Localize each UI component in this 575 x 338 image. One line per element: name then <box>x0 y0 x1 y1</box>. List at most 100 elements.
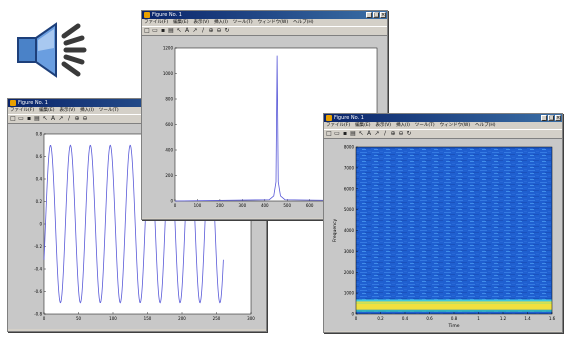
close-button[interactable]: × <box>555 115 561 121</box>
spectrum-line <box>174 55 378 202</box>
minimize-button[interactable]: _ <box>541 115 547 121</box>
menu-bar[interactable]: ファイル(F) 編集(E) 表示(V) 挿入(I) ツール(T) ウィンドウ(W… <box>324 122 562 129</box>
zoom-out-icon[interactable]: ⊖ <box>82 115 88 122</box>
open-icon[interactable]: ▭ <box>18 115 24 122</box>
text-icon[interactable]: A <box>184 27 190 34</box>
y-tick-label: 600 <box>165 122 173 127</box>
line-icon[interactable]: ∕ <box>383 130 387 137</box>
menu-bar[interactable]: ファイル(F) 編集(E) 表示(V) 挿入(I) ツール(T) ウィンドウ(W… <box>142 19 387 26</box>
print-icon[interactable]: ▤ <box>34 115 40 122</box>
y-tick-label: 400 <box>165 148 173 153</box>
text-icon[interactable]: A <box>366 130 372 137</box>
menu-help[interactable]: ヘルプ(H) <box>475 123 496 128</box>
x-tick-label: 200 <box>216 203 224 208</box>
title-bar[interactable]: Figure No. 1 _ □ × <box>142 11 387 19</box>
menu-tools[interactable]: ツール(T) <box>232 20 253 25</box>
menu-view[interactable]: 表示(V) <box>59 108 76 113</box>
menu-view[interactable]: 表示(V) <box>193 20 210 25</box>
minimize-button[interactable]: _ <box>366 12 372 18</box>
menu-window[interactable]: ウィンドウ(W) <box>439 123 471 128</box>
menu-insert[interactable]: 挿入(I) <box>80 108 94 113</box>
line-icon[interactable]: ∕ <box>67 115 71 122</box>
menu-edit[interactable]: 編集(E) <box>173 20 189 25</box>
menu-file[interactable]: ファイル(F) <box>326 123 351 128</box>
zoom-out-icon[interactable]: ⊖ <box>216 27 222 34</box>
y-tick-label: -0.4 <box>34 267 42 272</box>
maximize-button[interactable]: □ <box>548 115 554 121</box>
new-icon[interactable]: □ <box>144 27 150 34</box>
menu-help[interactable]: ヘルプ(H) <box>293 20 314 25</box>
menu-tools[interactable]: ツール(T) <box>414 123 435 128</box>
matlab-icon <box>326 115 332 121</box>
menu-edit[interactable]: 編集(E) <box>39 108 55 113</box>
y-tick-label: 0 <box>351 312 354 317</box>
zoom-in-icon[interactable]: ⊕ <box>74 115 80 122</box>
close-button[interactable]: × <box>380 12 386 18</box>
pointer-icon[interactable]: ↖ <box>176 27 182 34</box>
toolbar: □ ▭ ▪ ▤ ↖ A ↗ ∕ ⊕ ⊖ <box>8 114 266 124</box>
menu-insert[interactable]: 挿入(I) <box>214 20 228 25</box>
band-edge-lower <box>356 309 552 312</box>
x-tick-label: 0 <box>43 316 46 321</box>
figure-window-spectrogram[interactable]: Figure No. 1 _ □ × ファイル(F) 編集(E) 表示(V) 挿入(… <box>323 113 563 333</box>
arrow-icon[interactable]: ↗ <box>58 115 64 122</box>
open-icon[interactable]: ▭ <box>334 130 340 137</box>
x-tick-label: 1.2 <box>500 316 507 321</box>
x-tick-label: 1.6 <box>549 316 556 321</box>
title-bar[interactable]: Figure No. 1 <box>8 99 266 107</box>
window-title: Figure No. 1 <box>334 115 364 121</box>
zoom-in-icon[interactable]: ⊕ <box>390 130 396 137</box>
x-tick-label: 100 <box>194 203 202 208</box>
arrow-icon[interactable]: ↗ <box>374 130 380 137</box>
band-core <box>356 301 552 310</box>
pointer-icon[interactable]: ↖ <box>42 115 48 122</box>
toolbar: □ ▭ ▪ ▤ ↖ A ↗ ∕ ⊕ ⊖ ↻ <box>142 26 387 36</box>
y-tick-label: 5000 <box>344 207 355 212</box>
y-tick-label: 8000 <box>344 145 355 150</box>
band-highlight <box>356 302 552 304</box>
x-tick-label: 300 <box>239 203 247 208</box>
pointer-icon[interactable]: ↖ <box>358 130 364 137</box>
zoom-in-icon[interactable]: ⊕ <box>208 27 214 34</box>
x-tick-label: 0.4 <box>402 316 409 321</box>
title-bar[interactable]: Figure No. 1 _ □ × <box>324 114 562 122</box>
save-icon[interactable]: ▪ <box>26 115 32 122</box>
x-tick-label: 0.6 <box>426 316 433 321</box>
arrow-icon[interactable]: ↗ <box>192 27 198 34</box>
y-tick-label: 0 <box>39 222 42 227</box>
open-icon[interactable]: ▭ <box>152 27 158 34</box>
zoom-out-icon[interactable]: ⊖ <box>398 130 404 137</box>
y-tick-label: 4000 <box>344 228 355 233</box>
menu-file[interactable]: ファイル(F) <box>10 108 35 113</box>
new-icon[interactable]: □ <box>10 115 16 122</box>
text-icon[interactable]: A <box>50 115 56 122</box>
x-tick-label: 600 <box>306 203 314 208</box>
print-icon[interactable]: ▤ <box>168 27 174 34</box>
print-icon[interactable]: ▤ <box>350 130 356 137</box>
menu-edit[interactable]: 編集(E) <box>355 123 371 128</box>
x-tick-label: 1 <box>477 316 480 321</box>
toolbar: □ ▭ ▪ ▤ ↖ A ↗ ∕ ⊕ ⊖ ↻ <box>324 129 562 139</box>
save-icon[interactable]: ▪ <box>160 27 166 34</box>
menu-file[interactable]: ファイル(F) <box>144 20 169 25</box>
menu-tools[interactable]: ツール(T) <box>98 108 119 113</box>
menu-window[interactable]: ウィンドウ(W) <box>257 20 289 25</box>
y-tick-label: 2000 <box>344 270 355 275</box>
y-tick-label: 0.8 <box>36 132 43 137</box>
menu-bar[interactable]: ファイル(F) 編集(E) 表示(V) 挿入(I) ツール(T) <box>8 107 266 114</box>
figure-window-spectrum[interactable]: Figure No. 1 _ □ × ファイル(F) 編集(E) 表示(V) 挿入(… <box>141 10 388 220</box>
x-tick-label: 200 <box>178 316 186 321</box>
maximize-button[interactable]: □ <box>373 12 379 18</box>
y-tick-label: 0.2 <box>36 199 43 204</box>
save-icon[interactable]: ▪ <box>342 130 348 137</box>
line-icon[interactable]: ∕ <box>201 27 205 34</box>
rotate-icon[interactable]: ↻ <box>224 27 230 34</box>
menu-view[interactable]: 表示(V) <box>375 123 392 128</box>
rotate-icon[interactable]: ↻ <box>406 130 412 137</box>
spectrogram-noise <box>356 147 552 314</box>
x-tick-label: 0 <box>174 203 177 208</box>
y-tick-label: 7000 <box>344 165 355 170</box>
menu-insert[interactable]: 挿入(I) <box>396 123 410 128</box>
new-icon[interactable]: □ <box>326 130 332 137</box>
x-axis-label: Time <box>447 323 459 329</box>
